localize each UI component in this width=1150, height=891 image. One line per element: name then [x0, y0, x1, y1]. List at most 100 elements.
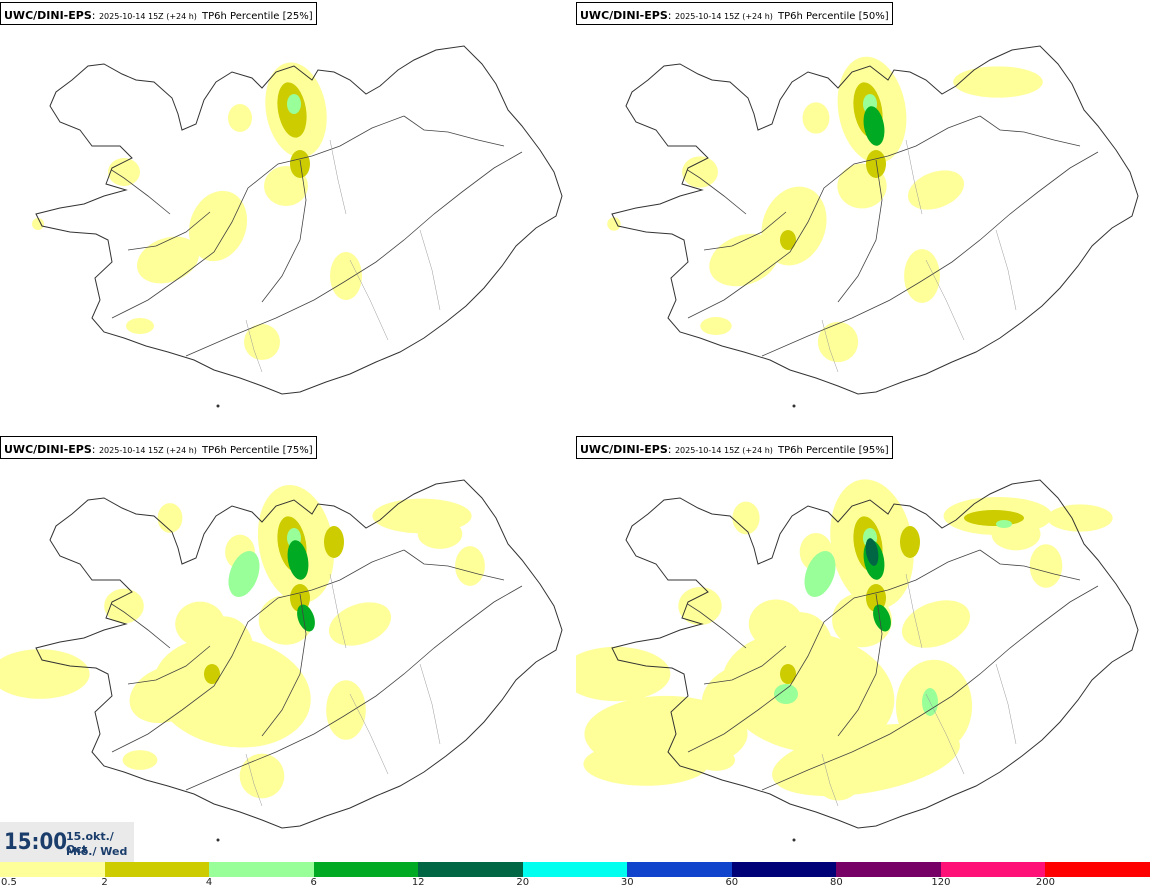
coastline	[35, 45, 563, 395]
precip-area	[774, 684, 798, 704]
scale-color-6	[627, 862, 732, 877]
road-line	[111, 115, 405, 319]
scale-color-3	[313, 862, 419, 877]
precip-area-light	[907, 170, 965, 210]
scale-color-10	[1045, 862, 1150, 877]
road-line	[687, 549, 981, 753]
road-line	[111, 549, 405, 753]
precip-area-light	[817, 321, 859, 363]
map-canvas	[607, 45, 1139, 408]
precip-area-light	[721, 631, 895, 753]
map-canvas	[0, 479, 563, 842]
coastline	[611, 45, 1139, 395]
road-line	[687, 115, 981, 319]
precip-area-light	[1047, 504, 1113, 532]
model-name: UWC/DINI-EPS	[580, 9, 668, 22]
island-marker	[216, 838, 220, 842]
variable-name: TP6h Percentile [25%]	[202, 11, 313, 22]
road-line	[837, 159, 883, 303]
coastline	[611, 479, 1139, 829]
precip-area	[865, 538, 879, 566]
precip-area-light	[137, 236, 199, 284]
precipitation-field	[576, 479, 1113, 801]
precip-area	[780, 230, 796, 250]
river-line	[329, 573, 347, 649]
precip-area-light	[244, 324, 280, 360]
river-line	[245, 319, 263, 373]
precip-area	[866, 150, 886, 178]
precip-area-light	[607, 217, 621, 231]
precip-area	[204, 664, 220, 684]
precip-area-light	[802, 102, 830, 134]
precip-area	[287, 540, 309, 580]
scale-label: 0.5	[1, 877, 17, 888]
valid-time: 15:00	[4, 830, 68, 855]
road-line	[185, 151, 523, 357]
precip-area-light	[455, 546, 485, 586]
road-line	[979, 549, 1081, 581]
run-time: 2025-10-14 15Z (+24 h)	[98, 12, 197, 21]
precip-area	[297, 604, 315, 632]
precip-area-light	[326, 680, 366, 740]
precip-area	[290, 150, 310, 178]
precipitation-field	[32, 62, 362, 360]
precip-area-light	[417, 519, 463, 549]
precip-area-light	[700, 317, 732, 335]
valid-date: 15.okt./ Oct	[66, 830, 114, 856]
scale-label: 80	[829, 877, 843, 888]
precip-area	[287, 94, 301, 114]
precip-area-light	[157, 503, 183, 533]
variable-name: TP6h Percentile [95%]	[778, 445, 889, 456]
road-line	[703, 211, 787, 251]
river-line	[925, 259, 965, 341]
precip-area-light	[576, 646, 671, 702]
model-name: UWC/DINI-EPS	[580, 443, 668, 456]
map-panel-25: UWC/DINI-EPS: 2025-10-14 15Z (+24 h) TP6…	[0, 0, 574, 434]
river-line	[995, 663, 1017, 745]
scale-label: 30	[620, 877, 634, 888]
river-line	[995, 229, 1017, 311]
map-canvas	[576, 479, 1139, 842]
island-marker	[792, 838, 796, 842]
run-time: 2025-10-14 15Z (+24 h)	[674, 12, 773, 21]
precip-area-light	[32, 218, 44, 230]
road-line	[261, 593, 307, 737]
valid-weekday: Mið./ Wed	[66, 845, 128, 858]
island-marker	[792, 404, 796, 408]
precip-area	[780, 664, 796, 684]
scale-label: 2	[101, 877, 108, 888]
precip-area-light	[761, 186, 827, 266]
river-line	[821, 753, 839, 807]
precip-area-light	[0, 649, 90, 699]
precip-area	[228, 550, 260, 598]
precip-area-light	[904, 249, 940, 303]
river-line	[245, 753, 263, 807]
precip-area-light	[104, 588, 144, 624]
precip-area-light	[228, 104, 252, 132]
road-line	[761, 585, 1099, 791]
map-panel-95: UWC/DINI-EPS: 2025-10-14 15Z (+24 h) TP6…	[576, 434, 1150, 868]
scale-label: 60	[725, 877, 739, 888]
precip-area-light	[108, 158, 140, 186]
precip-area	[804, 550, 836, 598]
river-line	[905, 139, 923, 215]
precip-area-light	[122, 750, 158, 770]
model-name: UWC/DINI-EPS	[4, 443, 92, 456]
precip-area-light	[126, 318, 154, 334]
precip-area-light	[901, 600, 971, 648]
precip-area-light	[678, 586, 722, 626]
coastline	[35, 479, 563, 829]
river-line	[925, 693, 965, 775]
precip-area-light	[748, 599, 804, 649]
scale-label: 20	[516, 877, 530, 888]
river-line	[419, 229, 441, 311]
precip-area-light	[682, 156, 718, 188]
precip-area	[996, 520, 1012, 528]
precip-area	[900, 526, 920, 558]
valid-time-badge: 15:00 15.okt./ Oct Mið./ Wed	[0, 822, 134, 862]
scale-color-5	[522, 862, 628, 877]
precip-area-light	[153, 636, 311, 748]
road-line	[837, 593, 883, 737]
map-canvas	[32, 45, 563, 408]
map-panel-50: UWC/DINI-EPS: 2025-10-14 15Z (+24 h) TP6…	[576, 0, 1150, 434]
